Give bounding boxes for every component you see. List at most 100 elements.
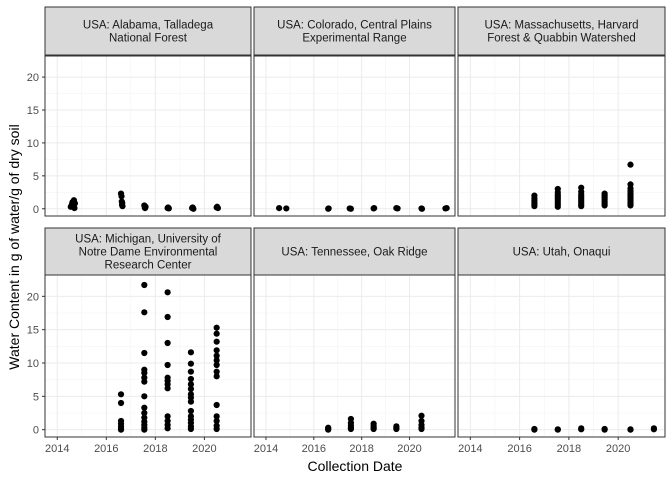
facet-title-line: USA: Massachusetts, Harvard (484, 20, 638, 32)
data-point (213, 425, 220, 433)
data-point (213, 361, 220, 369)
data-point (213, 338, 220, 345)
x-tick-label: 2016 (507, 443, 531, 455)
data-point (141, 426, 148, 433)
facet-strip (253, 6, 456, 56)
y-tick-label: 5 (33, 391, 39, 403)
facet-title-line: USA: Utah, Onaqui (513, 247, 611, 259)
plot-area (254, 56, 455, 216)
x-tick-label: 2020 (397, 443, 421, 455)
data-point (141, 349, 148, 357)
data-point (213, 352, 220, 359)
data-point (117, 399, 125, 407)
y-tick-label: 20 (27, 291, 39, 303)
data-point (117, 391, 125, 398)
data-point (164, 425, 171, 432)
data-point (187, 381, 195, 388)
data-point (325, 426, 332, 433)
data-point (393, 425, 400, 433)
facet-strip (44, 227, 252, 276)
data-point (347, 425, 355, 433)
data-point (213, 368, 220, 375)
data-point (118, 193, 125, 200)
data-point (187, 368, 195, 375)
data-point (283, 205, 290, 212)
data-point (213, 417, 220, 425)
facet-title-line: USA: Michigan, University of (75, 234, 222, 246)
data-point (531, 203, 538, 210)
data-point (418, 412, 425, 419)
x-tick-label: 2014 (254, 443, 278, 455)
facet-title-line: Experimental Range (302, 33, 406, 45)
facet-title-line: Research Center (105, 260, 192, 272)
x-tick-label: 2018 (143, 443, 167, 455)
facet-strip (44, 6, 252, 56)
y-axis-title: Water Content in g of water/g of dry soi… (6, 124, 22, 369)
y-tick-label: 15 (27, 325, 39, 337)
facet-title-line: National Forest (109, 33, 188, 45)
facet-panel: USA: Utah, Onaqui 2014 2016 2018 2020 (457, 227, 666, 455)
data-point (142, 203, 149, 210)
data-point (141, 369, 148, 377)
plot-area (254, 275, 455, 437)
data-point (165, 205, 172, 212)
data-point (141, 404, 148, 411)
x-axis-title: Collection Date (308, 458, 403, 474)
data-point (213, 413, 220, 420)
data-point (418, 425, 425, 433)
data-point (578, 203, 585, 210)
data-point (578, 426, 585, 433)
data-point (187, 349, 195, 356)
data-point (325, 205, 332, 212)
data-point (213, 357, 220, 364)
data-point (276, 204, 283, 212)
data-point (187, 425, 195, 433)
data-point (164, 385, 171, 392)
data-point (164, 413, 171, 420)
data-point (164, 289, 171, 296)
data-point (601, 202, 608, 209)
data-point (164, 313, 171, 321)
plot-area (45, 56, 251, 216)
x-tick-label: 2016 (94, 443, 118, 455)
data-point (141, 393, 148, 400)
data-point (213, 401, 220, 409)
data-point (554, 426, 561, 433)
data-point (164, 361, 171, 369)
data-point (347, 205, 355, 212)
data-point (187, 360, 195, 367)
data-point (601, 426, 608, 433)
data-point (71, 204, 78, 212)
panel-border (253, 274, 456, 438)
data-point (213, 373, 220, 380)
data-point (627, 161, 634, 168)
data-point (141, 378, 148, 385)
x-tick-label: 2020 (606, 443, 630, 455)
facet-panel: USA: Colorado, Central PlainsExperimenta… (253, 6, 456, 217)
data-point (141, 309, 148, 316)
data-point (418, 205, 426, 212)
data-point (117, 426, 125, 433)
panel-border (457, 55, 666, 217)
y-tick-label: 20 (27, 72, 39, 84)
data-point (187, 398, 195, 405)
data-point (531, 426, 538, 433)
panel-border (44, 55, 252, 217)
x-tick-label: 2020 (192, 443, 216, 455)
y-tick-label: 0 (33, 204, 39, 216)
panel-border (457, 274, 666, 438)
x-tick-label: 2018 (557, 443, 581, 455)
facet-title-line: USA: Colorado, Central Plains (277, 20, 432, 32)
y-tick-label: 15 (27, 105, 39, 117)
data-point (214, 204, 221, 212)
data-point (187, 375, 195, 383)
panel-border (44, 274, 252, 438)
x-tick-label: 2018 (349, 443, 373, 455)
data-point (141, 281, 148, 289)
data-point (394, 205, 401, 212)
data-point (213, 324, 220, 331)
data-point (443, 204, 450, 212)
